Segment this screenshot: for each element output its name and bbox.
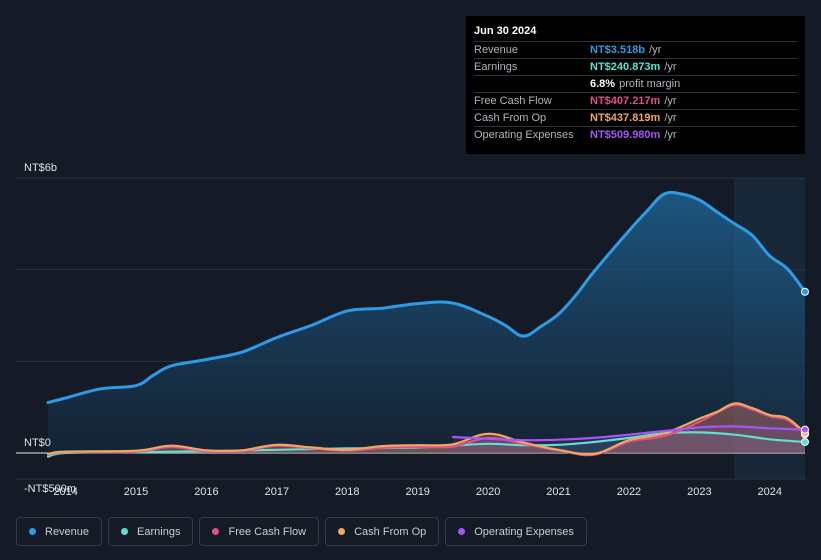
legend-dot-icon: [458, 528, 466, 535]
tooltip-row-value: 6.8%: [590, 78, 616, 90]
series-area-revenue: [48, 192, 805, 453]
x-axis-ticks: 2014 2015 2016 2017 2018 2019 2020 2021 2022 2023…: [53, 486, 782, 498]
x-tick-label: 2019: [405, 486, 429, 498]
tooltip-row-unit: profit margin: [619, 78, 681, 90]
series-lines: [46, 190, 807, 458]
x-tick-label: 2024: [758, 486, 782, 498]
series-areas: [48, 192, 805, 457]
tooltip-row: Operating Expenses NT$509.980m/yr: [474, 126, 797, 143]
legend-dot-icon: [121, 528, 129, 535]
x-tick-label: 2022: [617, 486, 641, 498]
tooltip-date: Jun 30 2024: [474, 25, 537, 37]
tooltip-row-label: Operating Expenses: [474, 129, 574, 141]
series-area-cash-from-op: [48, 403, 805, 455]
legend-label: Operating Expenses: [474, 525, 574, 538]
x-tick-label: 2014: [53, 486, 77, 498]
x-tick-label: 2016: [194, 486, 218, 498]
series-endpoint-earnings: [801, 437, 809, 446]
tooltip-row-unit: /yr: [664, 61, 677, 73]
tooltip-row-value: NT$407.217m: [590, 95, 661, 107]
tooltip-row-value: NT$240.873m: [590, 61, 661, 73]
legend-label: Earnings: [137, 525, 181, 538]
series-line-earnings: [46, 431, 807, 458]
tooltip: Jun 30 2024 Revenue NT$3.518b/yr Earnings N…: [466, 16, 805, 154]
tooltip-row-unit: /yr: [664, 112, 677, 124]
legend-dot-icon: [212, 528, 220, 535]
x-tick-label: 2015: [124, 486, 148, 498]
legend-label: Free Cash Flow: [228, 525, 307, 538]
series-line-cash-from-op: [46, 402, 807, 456]
tooltip-row-label: Cash From Op: [474, 112, 547, 124]
tooltip-rows: Revenue NT$3.518b/yr Earnings NT$240.873m/y…: [474, 41, 797, 143]
legend-item-free-cash-flow[interactable]: Free Cash Flow: [199, 517, 320, 546]
legend-item-cash-from-op[interactable]: Cash From Op: [325, 517, 440, 546]
legend-dot-icon: [338, 528, 346, 535]
y-axis-ticks: NT$6b NT$0 -NT$500m: [24, 162, 76, 495]
tooltip-row-label: Earnings: [474, 61, 518, 73]
tooltip-row: Earnings NT$240.873m/yr: [474, 58, 797, 75]
tooltip-row-value: NT$509.980m: [590, 129, 661, 141]
tooltip-row: Cash From Op NT$437.819m/yr: [474, 109, 797, 126]
tooltip-row-label: Free Cash Flow: [474, 95, 552, 107]
series-area-free-cash-flow: [48, 404, 805, 456]
series-line-revenue: [46, 190, 807, 405]
y-tick-label: NT$6b: [24, 162, 57, 174]
tooltip-row-label: Revenue: [474, 44, 519, 56]
x-tick-label: 2018: [335, 486, 359, 498]
x-tick-label: 2020: [476, 486, 500, 498]
tooltip-row-unit: /yr: [664, 95, 677, 107]
series-area-earnings: [48, 432, 805, 457]
series-line-operating-expenses: [451, 425, 807, 442]
y-tick-label: NT$0: [24, 437, 51, 449]
tooltip-row-unit: /yr: [649, 44, 662, 56]
tooltip-row-value: NT$3.518b: [590, 44, 646, 56]
series-endpoint-operating-expenses: [801, 425, 809, 434]
tooltip-row: Free Cash Flow NT$407.217m/yr: [474, 92, 797, 109]
legend-item-operating-expenses[interactable]: Operating Expenses: [445, 517, 587, 546]
legend-item-earnings[interactable]: Earnings: [108, 517, 194, 546]
legend-label: Cash From Op: [354, 525, 427, 538]
x-tick-label: 2023: [687, 486, 711, 498]
legend-label: Revenue: [45, 525, 90, 538]
tooltip-row-value: NT$437.819m: [590, 112, 661, 124]
legend: Revenue Earnings Free Cash Flow Cash From O…: [16, 517, 587, 546]
x-tick-label: 2017: [265, 486, 289, 498]
series-endpoints: [801, 287, 809, 446]
tooltip-row-unit: /yr: [664, 129, 677, 141]
tooltip-row: Revenue NT$3.518b/yr: [474, 41, 797, 58]
series-endpoint-revenue: [801, 287, 809, 296]
legend-item-revenue[interactable]: Revenue: [16, 517, 103, 546]
x-tick-label: 2021: [546, 486, 570, 498]
legend-dot-icon: [29, 528, 36, 535]
y-tick-label: -NT$500m: [24, 483, 76, 495]
tooltip-row: 6.8% profit margin: [474, 75, 797, 92]
